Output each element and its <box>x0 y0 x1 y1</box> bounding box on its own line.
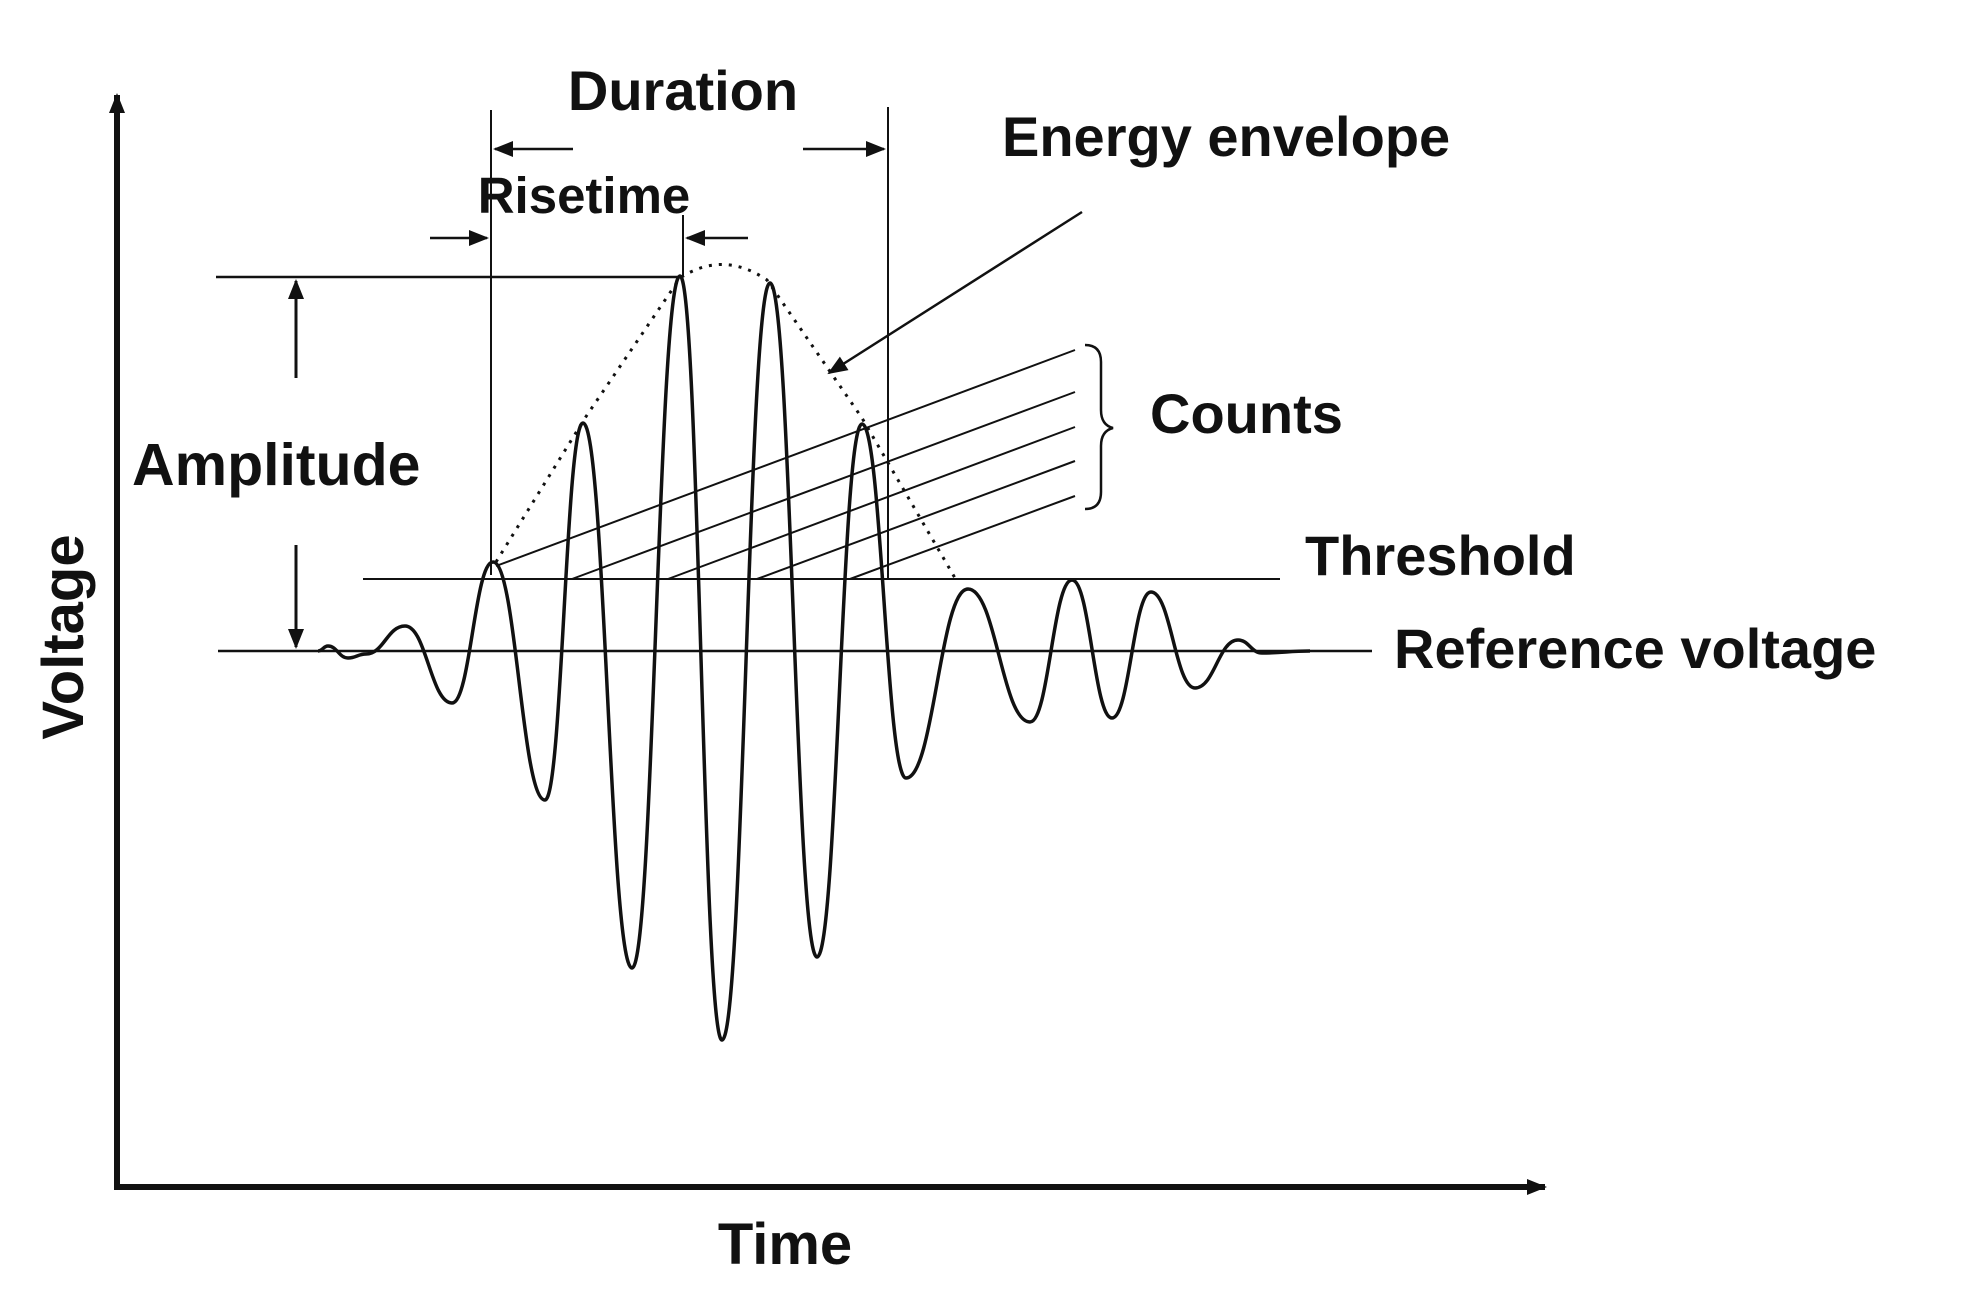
count-line-4 <box>756 460 1076 580</box>
count-line-5 <box>849 495 1076 580</box>
threshold-label: Threshold <box>1305 524 1576 587</box>
signal-waveform <box>317 274 1311 1042</box>
time-axis-label: Time <box>718 1212 852 1277</box>
count-line-2 <box>571 391 1076 580</box>
counts-brace <box>1084 343 1114 511</box>
energy-envelope-label: Energy envelope <box>1002 105 1450 168</box>
reference-voltage-label: Reference voltage <box>1394 617 1876 680</box>
amplitude-label: Amplitude <box>132 432 420 498</box>
energy-envelope-pointer <box>827 210 1083 375</box>
voltage-axis-label: Voltage <box>31 534 96 739</box>
duration-label: Duration <box>568 59 798 122</box>
energy-envelope-curve <box>494 263 957 579</box>
count-line-3 <box>667 426 1076 580</box>
counts-label: Counts <box>1150 382 1343 445</box>
risetime-label: Risetime <box>478 167 691 224</box>
